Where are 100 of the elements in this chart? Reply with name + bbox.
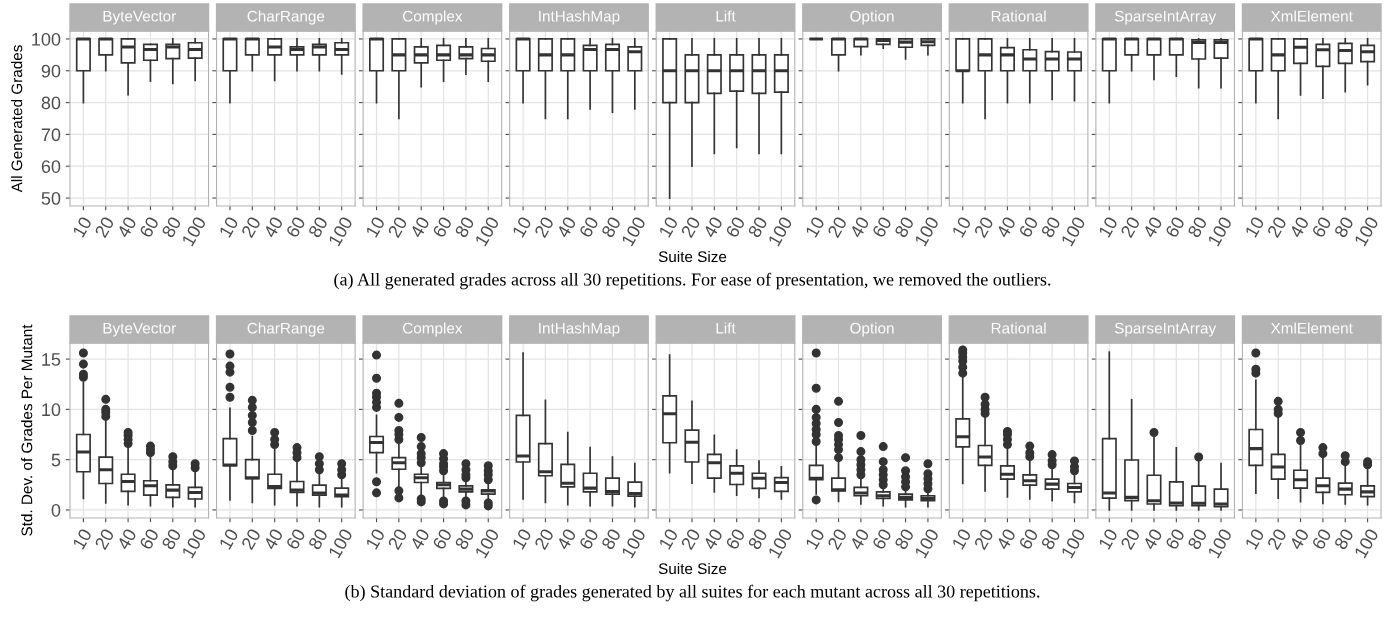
x-tick-label: 80 (747, 527, 768, 551)
x-tick-label: 60 (139, 215, 160, 239)
x-tick-label: 100 (1353, 527, 1379, 559)
x-tick-label: 100 (181, 527, 207, 559)
x-tick-label: 80 (1333, 215, 1355, 239)
x-tick-label: 60 (1311, 527, 1332, 551)
x-tick-label: 80 (1040, 527, 1061, 551)
x-tick-label: 100 (327, 215, 354, 247)
x-tick-label: 80 (600, 527, 622, 551)
x-tick-label: 100 (1207, 215, 1233, 247)
x-tick-label: 10 (218, 527, 239, 550)
x-tick-label: 20 (240, 527, 262, 551)
x-tick-label: 100 (181, 215, 207, 247)
x-tick-label: 20 (94, 215, 115, 239)
x-tick-label: 60 (285, 215, 306, 239)
x-tick-label: 10 (72, 215, 93, 238)
x-tick-label: 100 (474, 527, 500, 559)
chart-title: Lift (716, 322, 736, 334)
y-tick-label: 90 (41, 64, 61, 78)
x-tick-label: 10 (804, 215, 826, 238)
x-tick-label: 40 (556, 215, 577, 239)
x-tick-label: 10 (658, 215, 679, 238)
chart-title: Lift (716, 10, 736, 22)
x-tick-label: 40 (409, 527, 431, 551)
y-axis-title: All Generated Grades (11, 45, 23, 193)
x-tick-label: 10 (365, 215, 386, 238)
x-tick-label: 80 (161, 215, 182, 239)
x-tick-label: 20 (94, 527, 115, 551)
x-tick-label: 40 (995, 215, 1017, 239)
y-tick-label: 0 (51, 503, 61, 517)
chart-title: CharRange (247, 10, 325, 25)
x-tick-label: 60 (432, 527, 453, 551)
x-tick-label: 10 (365, 527, 386, 550)
x-tick-label: 40 (409, 215, 431, 239)
x-tick-label: 40 (702, 527, 724, 551)
x-tick-label: 100 (767, 215, 793, 247)
x-tick-label: 40 (1142, 215, 1163, 239)
x-axis-title: Suite Size (658, 250, 727, 263)
x-tick-label: 60 (578, 215, 599, 239)
x-tick-label: 10 (951, 527, 972, 550)
x-tick-label: 10 (1244, 215, 1265, 238)
chart-title: ByteVector (103, 10, 176, 25)
x-tick-label: 60 (1164, 215, 1186, 239)
y-axis-title: Std. Dev. of Grades Per Mutant (21, 324, 33, 536)
x-tick-label: 20 (827, 215, 848, 239)
x-tick-label: 40 (1288, 527, 1310, 551)
x-tick-label: 80 (307, 527, 329, 551)
x-tick-label: 80 (454, 527, 475, 551)
chart-title: SparseIntArray (1114, 10, 1217, 25)
x-tick-label: 100 (474, 215, 500, 247)
x-tick-label: 10 (1244, 527, 1265, 550)
chart-title: XmlElement (1270, 322, 1353, 334)
x-tick-label: 40 (556, 527, 577, 551)
chart-title: Rational (991, 322, 1046, 334)
x-tick-label: 60 (871, 215, 893, 239)
x-tick-label: 80 (1333, 527, 1355, 551)
x-tick-label: 40 (116, 215, 137, 239)
x-tick-label: 60 (139, 527, 160, 551)
x-tick-label: 80 (161, 527, 182, 551)
x-tick-label: 100 (1207, 527, 1233, 559)
x-tick-label: 40 (849, 215, 870, 239)
x-tick-label: 20 (1266, 215, 1288, 239)
x-tick-label: 10 (1098, 527, 1119, 550)
y-tick-label: 10 (42, 403, 61, 417)
x-tick-label: 10 (72, 527, 93, 550)
x-tick-label: 20 (533, 215, 555, 239)
x-tick-label: 10 (951, 215, 972, 238)
x-tick-label: 60 (1018, 527, 1039, 551)
x-tick-label: 40 (116, 527, 137, 551)
text: (b) Standard deviation of grades generated by all suites for each mutant across all 30 repetitions. (345, 584, 1040, 602)
x-tick-label: 40 (1142, 527, 1163, 551)
x-tick-label: 20 (387, 215, 408, 239)
y-tick-label: 60 (41, 160, 61, 173)
x-tick-label: 60 (725, 215, 746, 239)
x-tick-label: 100 (327, 527, 354, 559)
x-tick-label: 60 (578, 527, 599, 551)
x-tick-label: 80 (1040, 215, 1061, 239)
chart-title: Option (850, 10, 894, 25)
x-tick-label: 80 (747, 215, 768, 239)
chart-title: Complex (403, 322, 463, 337)
x-tick-label: 100 (1060, 215, 1086, 247)
y-tick-label: 15 (42, 353, 61, 366)
x-tick-label: 20 (680, 215, 701, 239)
x-tick-label: 10 (658, 527, 679, 550)
x-tick-label: 20 (387, 527, 408, 551)
x-tick-label: 80 (894, 527, 915, 551)
x-tick-label: 20 (973, 527, 994, 551)
chart-title: CharRange (247, 322, 325, 337)
x-tick-label: 100 (1353, 215, 1379, 247)
x-tick-label: 80 (307, 215, 329, 239)
x-tick-label: 100 (767, 527, 793, 559)
x-tick-label: 20 (827, 527, 848, 551)
x-tick-label: 20 (533, 527, 555, 551)
y-tick-label: 70 (41, 128, 61, 142)
chart-title: ByteVector (103, 322, 176, 337)
x-tick-label: 40 (995, 527, 1017, 551)
x-tick-label: 60 (432, 215, 453, 239)
x-tick-label: 40 (262, 527, 284, 551)
x-tick-label: 10 (511, 527, 532, 550)
x-tick-label: 100 (914, 215, 940, 247)
